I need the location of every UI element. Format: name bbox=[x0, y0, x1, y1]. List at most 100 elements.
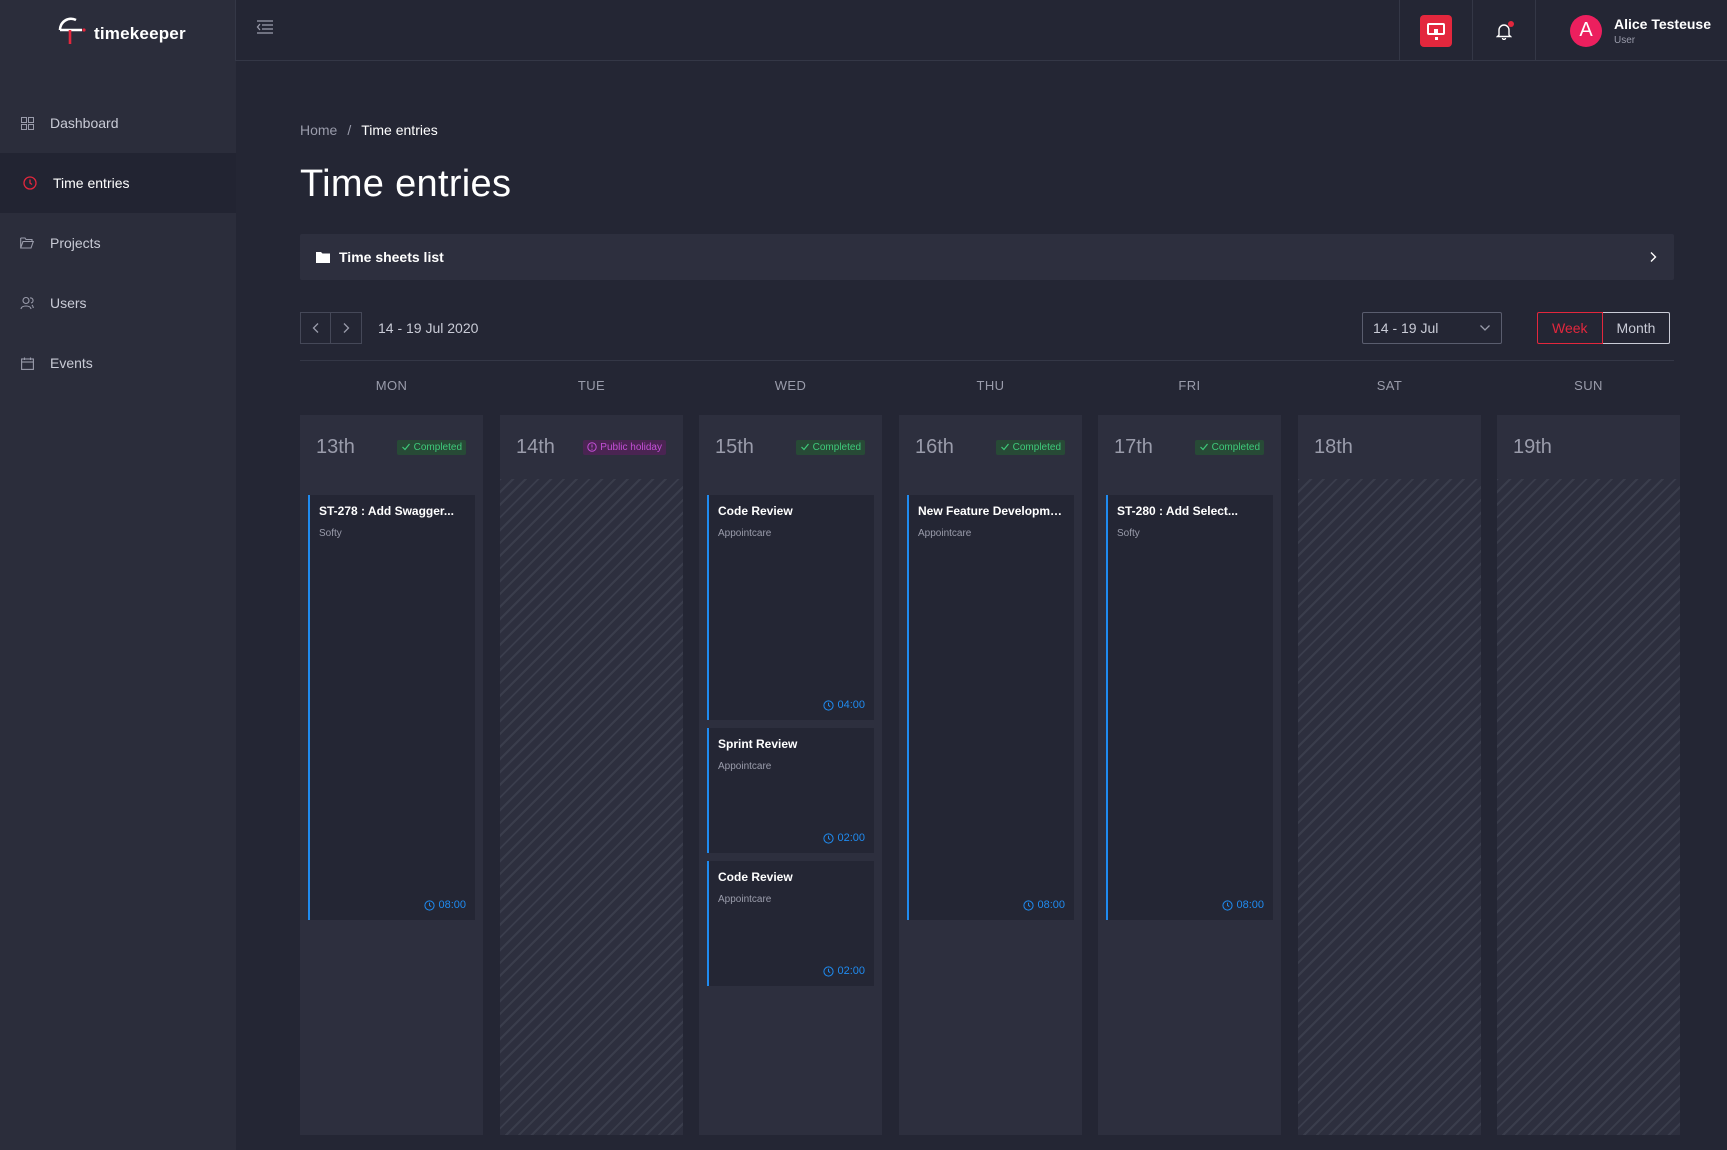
sidebar-item-projects[interactable]: Projects bbox=[0, 213, 236, 273]
entry-duration: 08:00 bbox=[424, 899, 466, 911]
badge-label: Completed bbox=[1211, 441, 1260, 453]
entry-duration-value: 04:00 bbox=[837, 699, 865, 711]
day-header-fri: FRI bbox=[1178, 378, 1201, 393]
entry-duration: 08:00 bbox=[1023, 899, 1065, 911]
entry-duration-value: 02:00 bbox=[837, 965, 865, 977]
entry-project: Appointcare bbox=[718, 528, 772, 539]
check-icon bbox=[800, 443, 809, 451]
day-header-thu: THU bbox=[976, 378, 1005, 393]
time-entry-card[interactable]: ST-280 : Add Select... Softy 08:00 bbox=[1106, 495, 1273, 920]
chevron-right-icon bbox=[343, 323, 350, 333]
clock-icon bbox=[1023, 899, 1035, 911]
info-circle-icon bbox=[587, 442, 597, 452]
sidebar-item-dashboard[interactable]: Dashboard bbox=[0, 93, 236, 153]
chevron-down-icon bbox=[1480, 325, 1490, 331]
sidebar-item-time-entries[interactable]: Time entries bbox=[0, 153, 236, 213]
public-holiday-badge: Public holiday bbox=[583, 439, 666, 455]
entry-project: Softy bbox=[319, 528, 342, 539]
time-entry-card[interactable]: ST-278 : Add Swagger... Softy 08:00 bbox=[308, 495, 475, 920]
day-date: 15th bbox=[715, 435, 754, 458]
next-week-button[interactable] bbox=[331, 312, 362, 344]
breadcrumb-current: Time entries bbox=[361, 122, 438, 138]
app-switcher[interactable] bbox=[1399, 0, 1472, 61]
previous-week-button[interactable] bbox=[300, 312, 331, 344]
badge-label: Completed bbox=[1012, 441, 1061, 453]
week-view-button[interactable]: Week bbox=[1537, 312, 1603, 344]
completed-badge: Completed bbox=[1194, 439, 1264, 455]
time-entry-card[interactable]: Code Review Appointcare 02:00 bbox=[707, 861, 874, 986]
bell-icon bbox=[1495, 20, 1514, 40]
completed-badge: Completed bbox=[396, 439, 466, 455]
notifications-button[interactable] bbox=[1472, 0, 1535, 61]
user-name: Alice Testeuse bbox=[1614, 15, 1712, 32]
entry-title: Code Review bbox=[718, 504, 793, 518]
clock-icon bbox=[823, 832, 835, 844]
avatar: A bbox=[1570, 14, 1602, 47]
sidebar-item-label: Dashboard bbox=[50, 115, 119, 131]
sidebar-item-events[interactable]: Events bbox=[0, 333, 236, 393]
check-icon bbox=[401, 443, 410, 451]
user-role: User bbox=[1614, 34, 1636, 46]
breadcrumb: Home / Time entries bbox=[300, 122, 1674, 138]
day-header-mon: MON bbox=[375, 378, 408, 393]
entry-project: Softy bbox=[1117, 528, 1140, 539]
calendar-icon bbox=[20, 356, 34, 370]
clock-icon bbox=[424, 899, 436, 911]
day-column[interactable]: 13th Completed ST-278 : Add Swagger... Soft… bbox=[300, 415, 483, 1135]
sidebar-item-label: Time entries bbox=[53, 175, 130, 191]
day-column[interactable]: 17th Completed ST-280 : Add Select... Softy… bbox=[1098, 415, 1281, 1135]
badge-label: Completed bbox=[812, 441, 861, 453]
date-range-text: 14 - 19 Jul 2020 bbox=[378, 320, 479, 336]
calendar-toolbar: 14 - 19 Jul 2020 14 - 19 Jul Week Month bbox=[300, 312, 1674, 344]
folder-icon bbox=[316, 252, 330, 263]
sidebar-item-label: Events bbox=[50, 355, 93, 371]
app-launcher-icon bbox=[1420, 14, 1452, 47]
date-range-select[interactable]: 14 - 19 Jul bbox=[1362, 312, 1502, 344]
badge-label: Public holiday bbox=[600, 441, 662, 453]
month-view-button[interactable]: Month bbox=[1602, 312, 1671, 344]
day-header-sun: SUN bbox=[1574, 378, 1603, 393]
day-date: 16th bbox=[915, 435, 954, 458]
sidebar-item-users[interactable]: Users bbox=[0, 273, 236, 333]
day-column[interactable]: 18th bbox=[1298, 415, 1481, 1135]
day-header-wed: WED bbox=[774, 378, 807, 393]
completed-badge: Completed bbox=[795, 439, 865, 455]
folder-open-icon bbox=[20, 236, 34, 250]
users-icon bbox=[20, 296, 34, 310]
notification-dot bbox=[1508, 20, 1514, 27]
unavailable-hatch bbox=[1497, 479, 1680, 1135]
clock-icon bbox=[23, 176, 37, 190]
day-date: 13th bbox=[316, 435, 355, 458]
day-column[interactable]: 16th Completed New Feature Development Appo… bbox=[899, 415, 1082, 1135]
entry-title: New Feature Development bbox=[918, 504, 1065, 518]
day-date: 14th bbox=[516, 435, 555, 458]
sidebar-item-label: Projects bbox=[50, 235, 101, 251]
top-bar: timekeeper bbox=[0, 0, 1727, 61]
entry-duration-value: 08:00 bbox=[1236, 899, 1264, 911]
menu-collapse-icon[interactable] bbox=[256, 18, 274, 36]
clock-icon bbox=[823, 965, 835, 977]
entry-duration-value: 08:00 bbox=[1037, 899, 1065, 911]
time-entry-card[interactable]: New Feature Development Appointcare 08:00 bbox=[907, 495, 1074, 920]
breadcrumb-home[interactable]: Home bbox=[300, 122, 338, 138]
day-date: 19th bbox=[1513, 435, 1552, 458]
app-name: timekeeper bbox=[94, 23, 186, 43]
day-date: 18th bbox=[1314, 435, 1353, 458]
day-column[interactable]: 14th Public holiday bbox=[500, 415, 683, 1135]
entry-duration: 02:00 bbox=[823, 832, 865, 844]
time-sheets-list-label: Time sheets list bbox=[339, 249, 444, 265]
sidebar-item-label: Users bbox=[50, 295, 87, 311]
date-range-select-value: 14 - 19 Jul bbox=[1373, 320, 1439, 336]
entry-duration-value: 02:00 bbox=[837, 832, 865, 844]
time-entry-card[interactable]: Sprint Review Appointcare 02:00 bbox=[707, 728, 874, 853]
entry-duration: 08:00 bbox=[1222, 899, 1264, 911]
day-column[interactable]: 19th bbox=[1497, 415, 1680, 1135]
breadcrumb-separator: / bbox=[347, 122, 352, 138]
time-sheets-list-panel[interactable]: Time sheets list bbox=[300, 234, 1674, 280]
user-menu[interactable]: A Alice Testeuse User bbox=[1535, 0, 1727, 61]
day-date: 17th bbox=[1114, 435, 1153, 458]
day-column[interactable]: 15th Completed Code Review Appointcare 04:00… bbox=[699, 415, 882, 1135]
time-entry-card[interactable]: Code Review Appointcare 04:00 bbox=[707, 495, 874, 720]
logo[interactable]: timekeeper bbox=[0, 0, 236, 61]
clock-icon bbox=[1222, 899, 1234, 911]
